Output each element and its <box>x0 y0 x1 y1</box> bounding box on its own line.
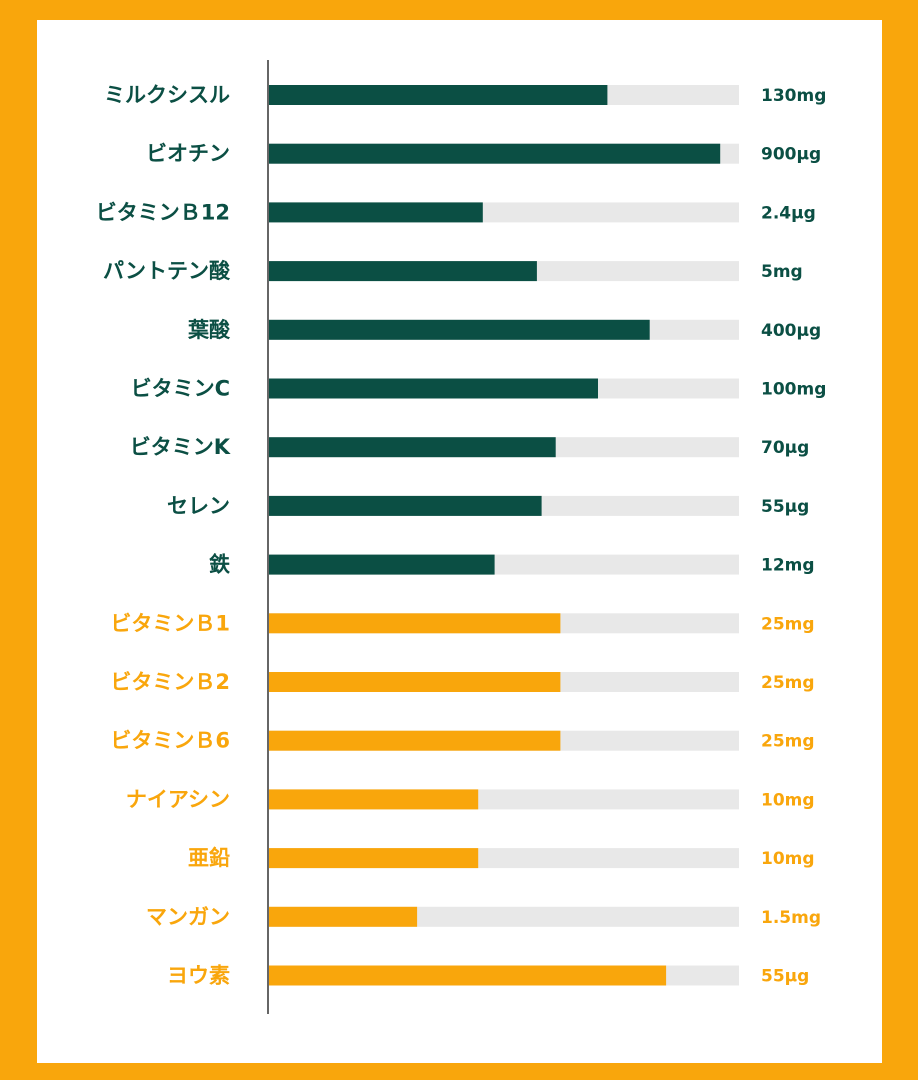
value-label: 25mg <box>761 673 815 693</box>
value-label: 10mg <box>761 790 815 810</box>
value-label: 12mg <box>761 556 815 576</box>
bar <box>269 554 495 575</box>
category-label: ビタミンＢ2 <box>110 670 230 694</box>
bar <box>269 672 561 692</box>
value-label: 55µg <box>761 497 809 517</box>
value-label: 900µg <box>761 145 821 165</box>
bar <box>269 261 537 282</box>
category-label: パントテン酸 <box>103 259 231 283</box>
category-label: ビタミンＢ6 <box>110 729 230 753</box>
category-label: ミルクシスル <box>104 83 230 107</box>
bar <box>269 789 479 810</box>
value-label: 130mg <box>761 86 826 106</box>
bar <box>269 319 650 340</box>
category-label: ヨウ素 <box>167 964 230 988</box>
category-label: セレン <box>167 494 230 518</box>
bar <box>269 730 561 751</box>
bar <box>269 613 561 634</box>
value-label: 5mg <box>761 262 803 282</box>
bar <box>269 378 598 399</box>
value-label: 25mg <box>761 732 815 752</box>
bar <box>269 495 542 516</box>
value-label: 25mg <box>761 614 815 634</box>
bar <box>269 437 556 458</box>
category-label: 葉酸 <box>187 318 231 342</box>
value-label: 1.5mg <box>761 908 821 928</box>
value-label: 100mg <box>761 380 826 400</box>
value-label: 2.4µg <box>761 203 816 223</box>
category-label: ビオチン <box>146 142 230 166</box>
bar <box>269 906 418 927</box>
chart-panel: ミルクシスル 130mg ビオチン 900µg ビタミンＢ12 2.4µg パントテン酸 5m… <box>37 20 882 1063</box>
category-label: ビタミンＢ12 <box>96 200 230 224</box>
bar <box>269 202 483 223</box>
bar <box>269 85 608 105</box>
bar <box>269 965 667 986</box>
category-label: ビタミンC <box>131 377 230 401</box>
category-label: 鉄 <box>209 553 230 577</box>
bar <box>269 143 721 164</box>
category-label: ナイアシン <box>126 787 230 811</box>
category-label: 亜鉛 <box>188 846 230 870</box>
value-label: 10mg <box>761 849 815 869</box>
value-label: 55µg <box>761 967 809 987</box>
category-label: マンガン <box>146 905 230 929</box>
category-label: ビタミンＢ1 <box>110 611 230 635</box>
value-label: 70µg <box>761 438 809 458</box>
category-label: ビタミンK <box>130 435 231 459</box>
bar-chart: ミルクシスル 130mg ビオチン 900µg ビタミンＢ12 2.4µg パントテン酸 5m… <box>96 60 826 1014</box>
bar <box>269 848 479 869</box>
value-label: 400µg <box>761 321 821 341</box>
